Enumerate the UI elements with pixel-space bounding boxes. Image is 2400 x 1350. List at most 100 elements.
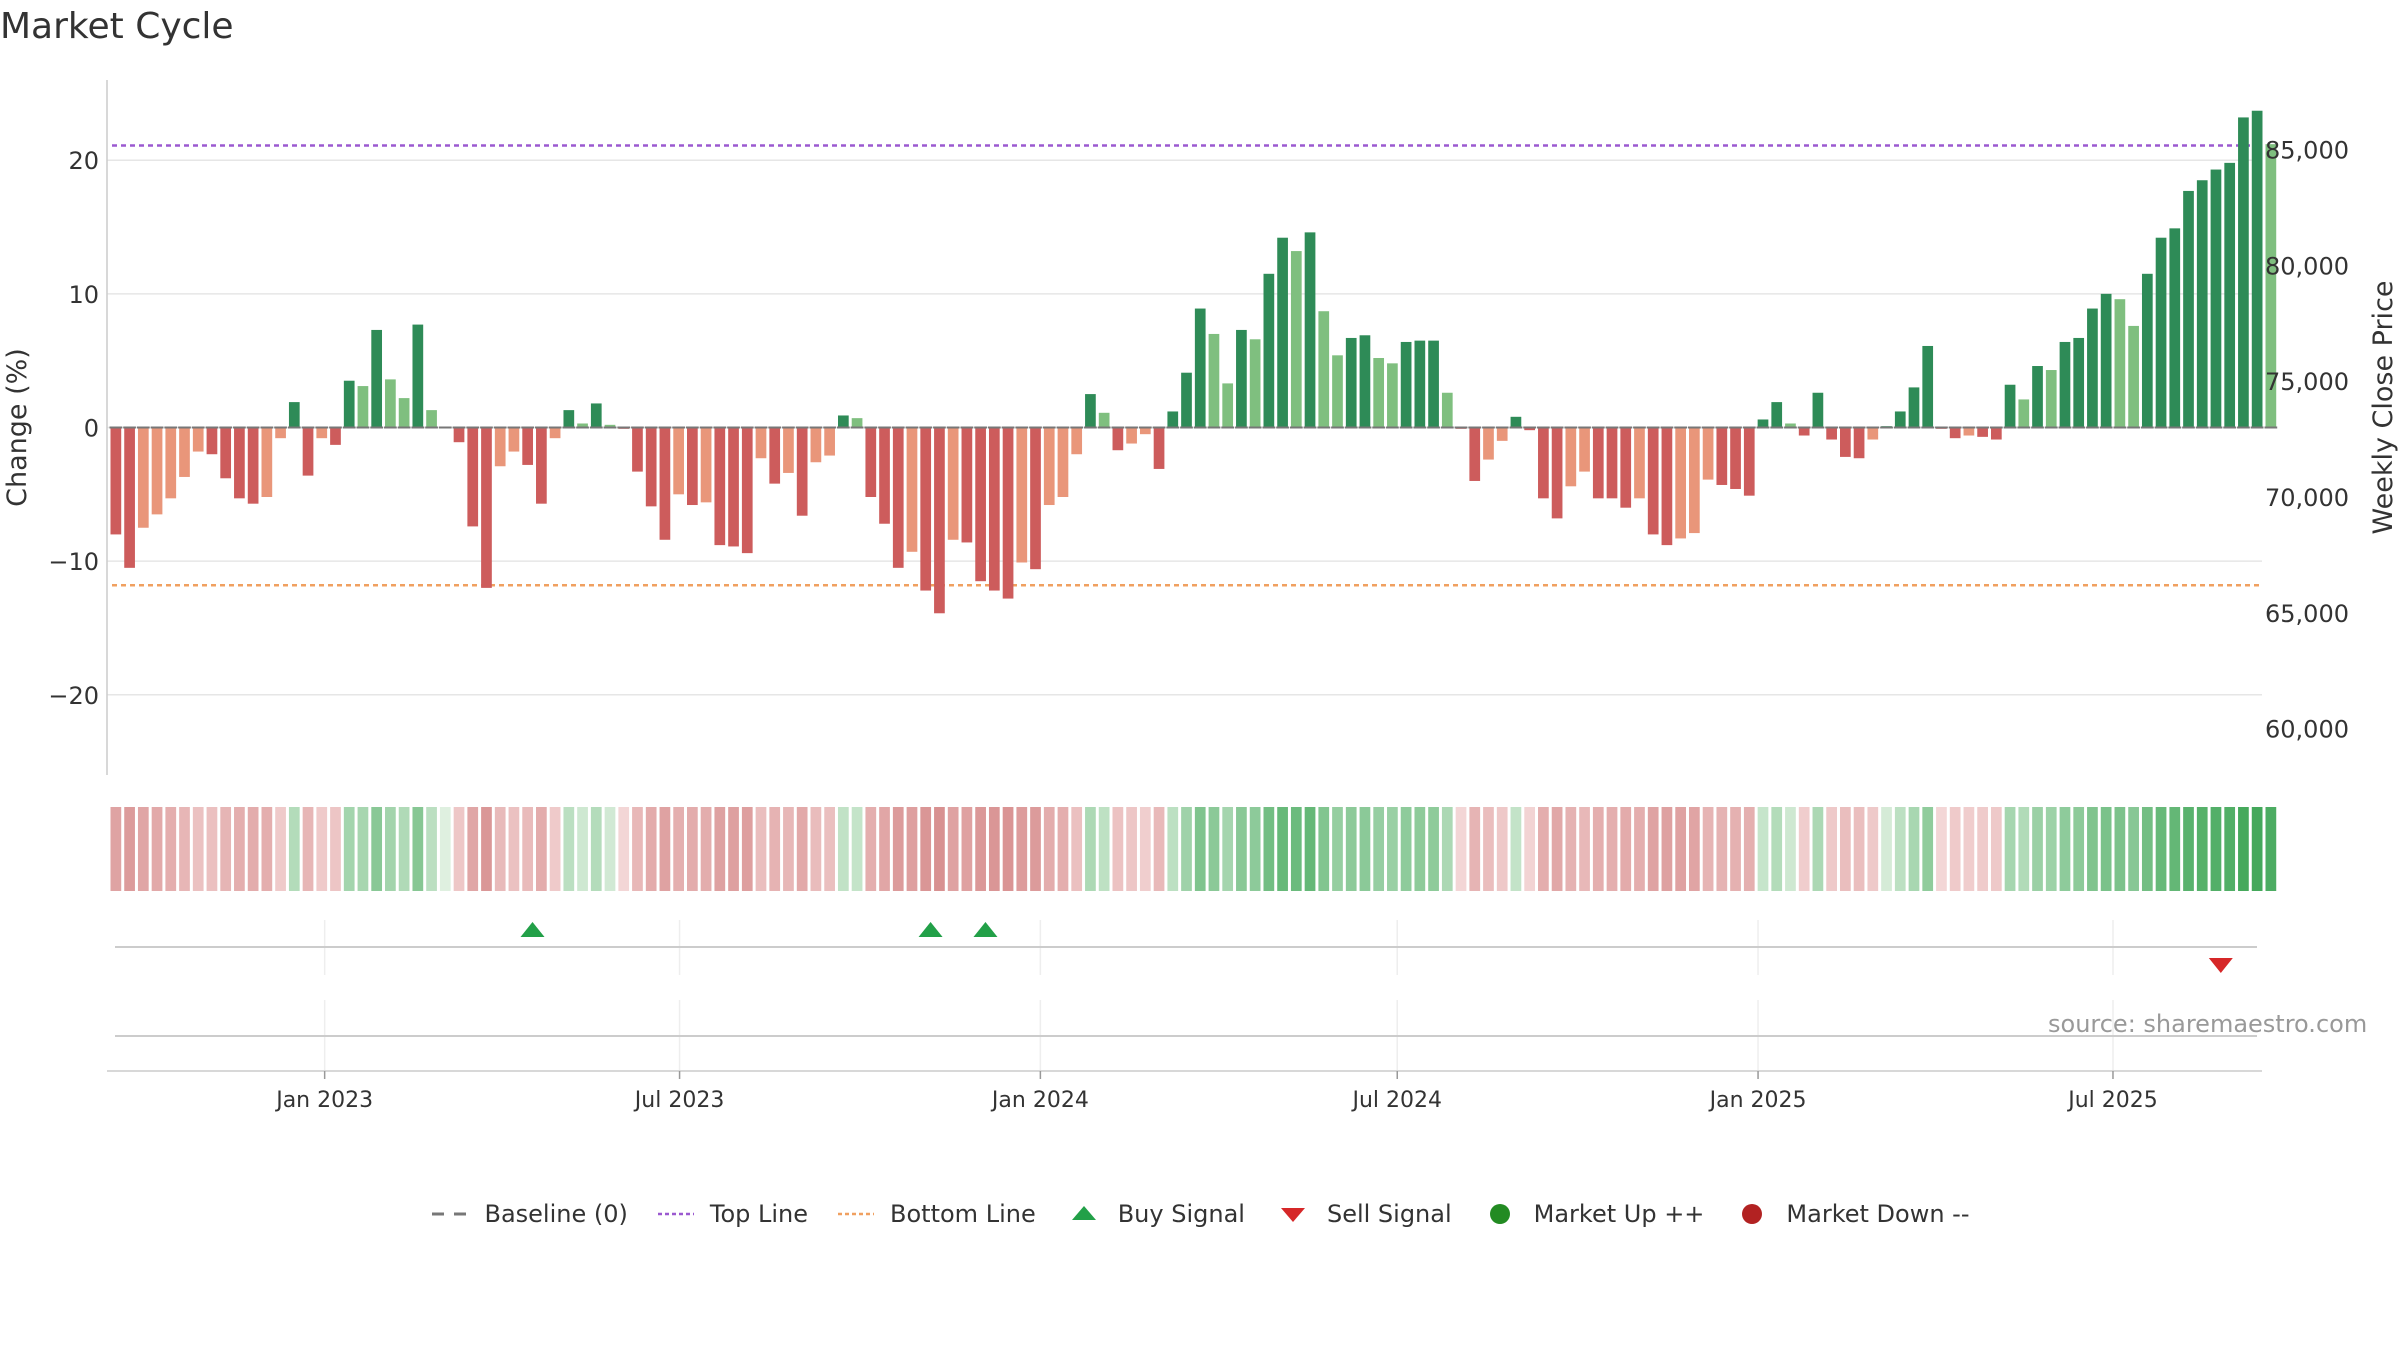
heat-cell [1071,807,1083,891]
axis-labels: 20 10 0 −10 −20 85,000 80,000 75,000 70,000 65,00… [2,137,2399,1114]
source-note: source: sharemaestro.com [2048,1010,2368,1038]
bar [330,427,341,445]
heat-cell [1675,807,1687,891]
legend-label: Baseline (0) [484,1200,628,1228]
bar [137,427,149,528]
right-y-tick-label: 70,000 [2265,484,2349,512]
heat-cell [1263,807,1275,891]
heat-cell [851,807,863,891]
heat-cell [892,807,904,891]
buy-signal-marker [918,922,943,937]
bar [2087,308,2098,428]
heat-cell [439,807,451,891]
x-tick-label: Jan 2025 [1708,1088,1807,1113]
bar [1908,387,1920,428]
bar [467,427,479,527]
bar [1222,383,1234,428]
bar [1538,427,1549,499]
heat-cell [1194,807,1206,891]
bar [1167,411,1179,428]
heat-cell [810,807,822,891]
bar [1496,427,1508,441]
heat-cell [357,807,369,891]
heat-cell [371,807,383,891]
heat-cell [741,807,753,891]
heat-cell [2265,807,2277,891]
heat-cell [714,807,726,891]
heat-cell [1757,807,1769,891]
bar [1592,427,1604,499]
bar [700,427,712,503]
bar [1139,427,1151,435]
bar [2114,299,2126,428]
heat-cell [275,807,286,891]
bar [2224,162,2236,428]
bar [783,427,794,473]
heat-cell [755,807,767,891]
heat-cell [385,807,396,891]
legend-marker [1742,1204,1763,1224]
legend-swatch-buy-icon [1071,1206,1096,1220]
heat-cell [1455,807,1467,891]
heat-cell [920,807,932,891]
bar [1949,427,1961,439]
heat-cell [2032,807,2043,891]
heat-cell [1963,807,1975,891]
bar [1963,427,1975,436]
axes [106,80,2114,1079]
heat-cell [398,807,410,891]
bar [1785,423,1796,428]
signal-panel [107,920,2262,1072]
right-y-axis-title: Weekly Close Price [2368,280,2399,534]
legend-label: Top Line [709,1200,809,1228]
bar [1030,427,1041,570]
bar [920,427,932,591]
bar [1702,427,1714,480]
heat-cell [1332,807,1343,891]
bar [1359,335,1371,428]
heat-cell [2183,807,2194,891]
bar [1551,427,1563,519]
bar [426,410,437,428]
bar [1441,392,1453,428]
bar [837,415,849,428]
bar [687,427,698,506]
heat-cell [2018,807,2030,891]
legend-item-baseline: Baseline (0) [430,1200,628,1228]
heat-cell [673,807,684,891]
heat-cell [124,807,135,891]
heat-cell [632,807,643,891]
heat-cell [110,807,122,891]
heat-cell [2169,807,2181,891]
bar [741,427,753,554]
bar [2265,144,2277,428]
heat-cell [261,807,273,891]
legend-item-bottom: Bottom Line [836,1200,1036,1228]
bar [1071,427,1083,455]
bar [1098,412,1110,428]
bar [1126,427,1137,444]
bar [234,427,245,499]
bar [1332,355,1343,428]
heat-cell [1085,807,1096,891]
heat-cell [1702,807,1714,891]
bar [1661,427,1673,546]
right-y-tick-label: 60,000 [2265,716,2349,744]
bar [343,380,355,428]
bar [1524,427,1536,431]
heat-cell [1181,807,1192,891]
bar [1565,427,1577,487]
right-y-tick-label: 65,000 [2265,600,2349,628]
legend-marker [1280,1208,1305,1222]
heat-cell [1881,807,1892,891]
heat-cell [2210,807,2222,891]
heat-cell [2155,807,2167,891]
heat-cell [618,807,630,891]
bar [1579,427,1590,472]
y-tick-label: −10 [48,548,99,576]
heat-cell [1743,807,1755,891]
heat-cell [1730,807,1741,891]
bar [1798,427,1810,436]
heat-cell [686,807,698,891]
y-tick-label: 20 [68,147,99,175]
